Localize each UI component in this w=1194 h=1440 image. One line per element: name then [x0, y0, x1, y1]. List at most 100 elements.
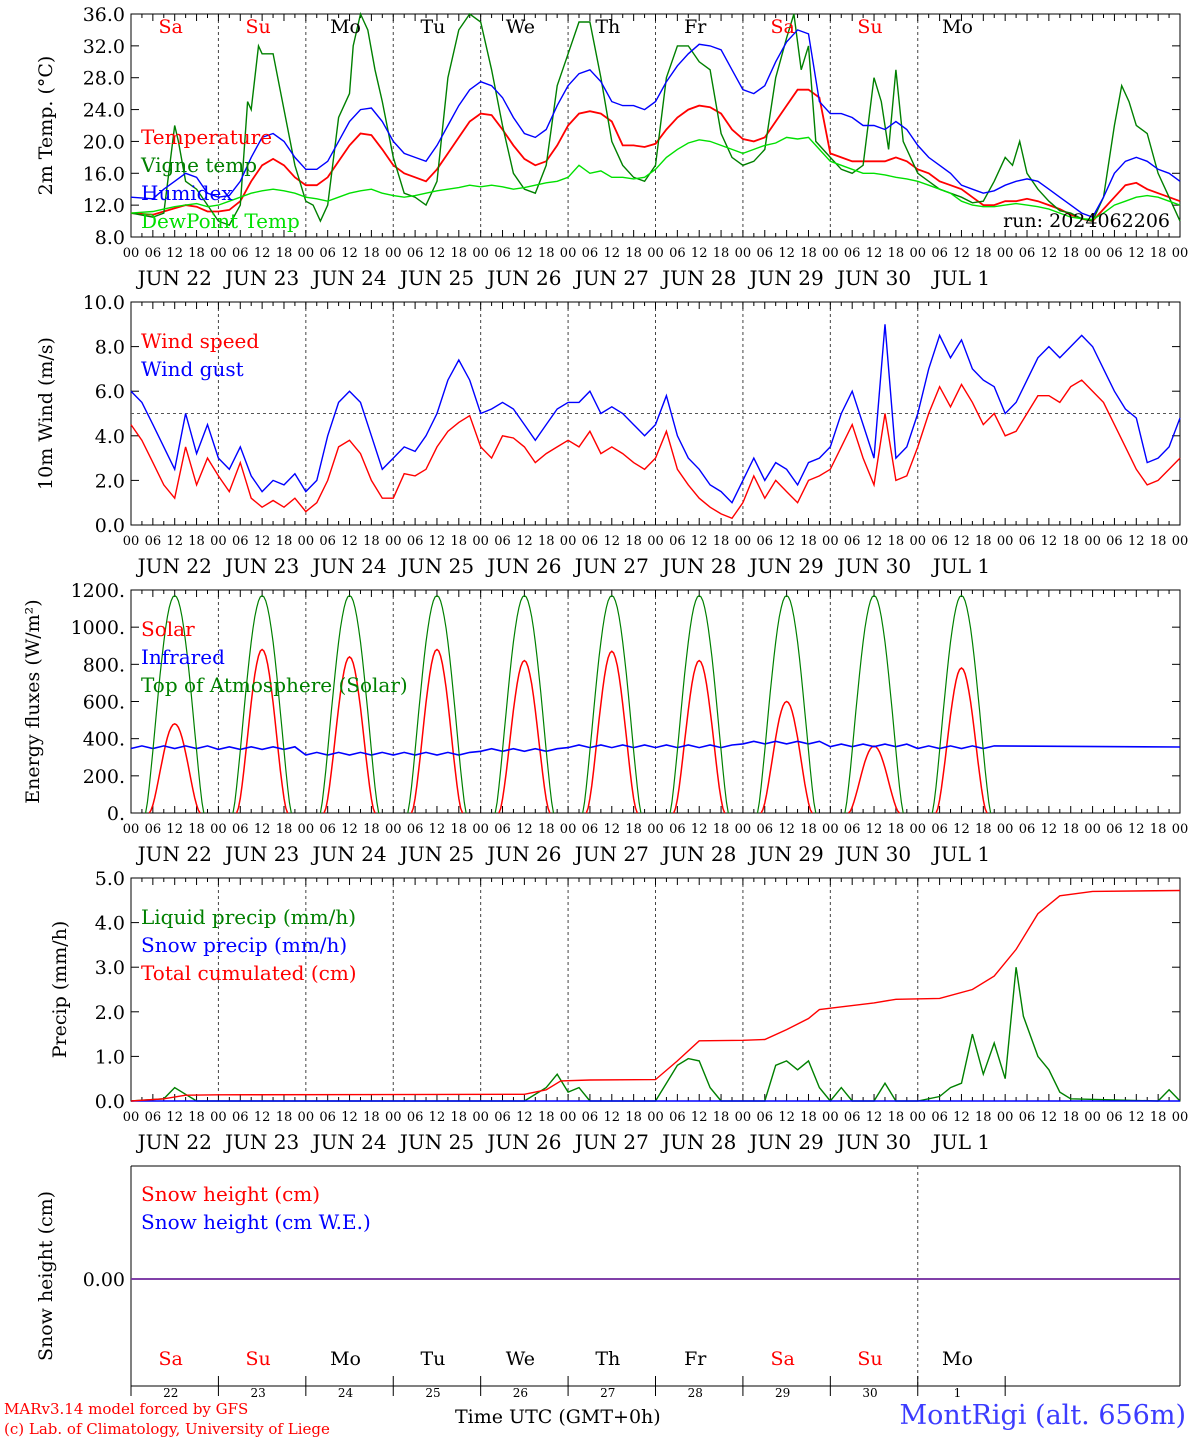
hour-label: 12 — [429, 534, 446, 549]
hour-label: 06 — [319, 1110, 336, 1125]
hour-label: 06 — [582, 1110, 599, 1125]
date-label: JUL 1 — [931, 842, 990, 866]
day-name-label: We — [506, 1348, 535, 1370]
hour-label: 18 — [276, 534, 293, 549]
hour-label: 12 — [1128, 822, 1145, 837]
hour-label: 06 — [319, 534, 336, 549]
hour-label: 18 — [713, 1110, 730, 1125]
legend-entry: Temperature — [141, 125, 272, 149]
hour-label: 06 — [145, 246, 162, 261]
hour-label: 00 — [560, 1110, 577, 1125]
date-label: JUL 1 — [931, 554, 990, 578]
hour-label: 18 — [975, 534, 992, 549]
hour-label: 12 — [341, 246, 358, 261]
y-tick-label: 3.0 — [95, 957, 125, 979]
hour-label: 06 — [494, 534, 511, 549]
hour-label: 00 — [997, 1110, 1014, 1125]
hour-label: 06 — [494, 246, 511, 261]
hour-label: 12 — [866, 1110, 883, 1125]
hour-label: 06 — [232, 822, 249, 837]
hour-label: 18 — [451, 246, 468, 261]
day-number-label: 29 — [775, 1386, 790, 1400]
hour-label: 12 — [516, 534, 533, 549]
day-number-label: 27 — [600, 1386, 615, 1400]
hour-label: 12 — [429, 246, 446, 261]
date-label: JUN 24 — [310, 1130, 386, 1154]
hour-label: 06 — [407, 822, 424, 837]
series-solar — [148, 722, 201, 814]
hour-label: 18 — [451, 534, 468, 549]
hour-label: 06 — [844, 822, 861, 837]
day-name-label: Sa — [770, 1348, 794, 1370]
hour-label: 18 — [188, 822, 205, 837]
date-label: JUN 25 — [398, 1130, 474, 1154]
hour-label: 06 — [145, 1110, 162, 1125]
series-total-cumulated-cm- — [130, 889, 1181, 1102]
hour-label: 18 — [1062, 534, 1079, 549]
day-name-label: We — [506, 16, 535, 38]
hour-label: 18 — [975, 246, 992, 261]
date-label: JUN 22 — [136, 266, 212, 290]
hour-label: 12 — [254, 1110, 271, 1125]
hour-label: 00 — [1084, 246, 1101, 261]
hour-label: 18 — [538, 822, 555, 837]
hour-label: 12 — [166, 1110, 183, 1125]
date-label: JUN 27 — [573, 842, 649, 866]
hour-label: 00 — [822, 534, 839, 549]
legend-entry: DewPoint Temp — [141, 209, 300, 233]
hour-label: 12 — [778, 822, 795, 837]
hour-label: 18 — [188, 534, 205, 549]
hour-label: 06 — [1019, 534, 1036, 549]
hour-label: 00 — [909, 534, 926, 549]
y-tick-label: 6.0 — [95, 381, 125, 403]
series-top-of-atmosphere-solar- — [582, 594, 642, 814]
date-label: JUN 26 — [485, 1130, 561, 1154]
y-tick-label: 4.0 — [95, 913, 125, 935]
hour-label: 12 — [691, 246, 708, 261]
hour-label: 18 — [1150, 534, 1167, 549]
hour-label: 00 — [210, 246, 227, 261]
date-label: JUL 1 — [931, 266, 990, 290]
y-tick-label: 5.0 — [95, 868, 125, 890]
date-label: JUN 30 — [835, 842, 911, 866]
series-top-of-atmosphere-solar- — [669, 594, 729, 814]
credit-line-2: (c) Lab. of Climatology, University of L… — [4, 1420, 330, 1438]
hour-label: 06 — [931, 534, 948, 549]
day-name-label: Su — [245, 1348, 270, 1370]
hour-label: 18 — [1062, 822, 1079, 837]
day-name-label: Mo — [330, 16, 361, 38]
hour-label: 12 — [604, 534, 621, 549]
series-wind-gust — [130, 324, 1181, 504]
hour-label: 06 — [1019, 1110, 1036, 1125]
day-name-label: Sa — [770, 16, 794, 38]
hour-label: 18 — [188, 246, 205, 261]
hour-label: 06 — [669, 1110, 686, 1125]
hour-label: 00 — [735, 1110, 752, 1125]
hour-label: 12 — [866, 246, 883, 261]
hour-label: 06 — [669, 822, 686, 837]
date-label: JUN 25 — [398, 554, 474, 578]
hour-label: 00 — [997, 822, 1014, 837]
legend-entry: Total cumulated (cm) — [141, 961, 357, 985]
y-tick-label: 2.0 — [95, 1002, 125, 1024]
hour-label: 12 — [254, 822, 271, 837]
series-top-of-atmosphere-solar- — [756, 594, 817, 814]
day-number-label: 30 — [862, 1386, 877, 1400]
series-solar — [760, 700, 813, 814]
hour-label: 00 — [1172, 822, 1189, 837]
hour-label: 00 — [647, 1110, 664, 1125]
hour-label: 18 — [800, 534, 817, 549]
date-label: JUN 29 — [748, 266, 824, 290]
hour-label: 06 — [232, 246, 249, 261]
legend-entry: Wind gust — [141, 357, 244, 381]
day-name-label: Mo — [942, 16, 973, 38]
y-tick-label: 600. — [83, 692, 125, 714]
hour-label: 18 — [713, 246, 730, 261]
hour-label: 18 — [625, 1110, 642, 1125]
hour-label: 00 — [210, 822, 227, 837]
hour-label: 12 — [953, 822, 970, 837]
hour-label: 06 — [931, 246, 948, 261]
hour-label: 12 — [778, 534, 795, 549]
day-name-label: Fr — [684, 1348, 707, 1370]
hour-label: 12 — [1041, 534, 1058, 549]
